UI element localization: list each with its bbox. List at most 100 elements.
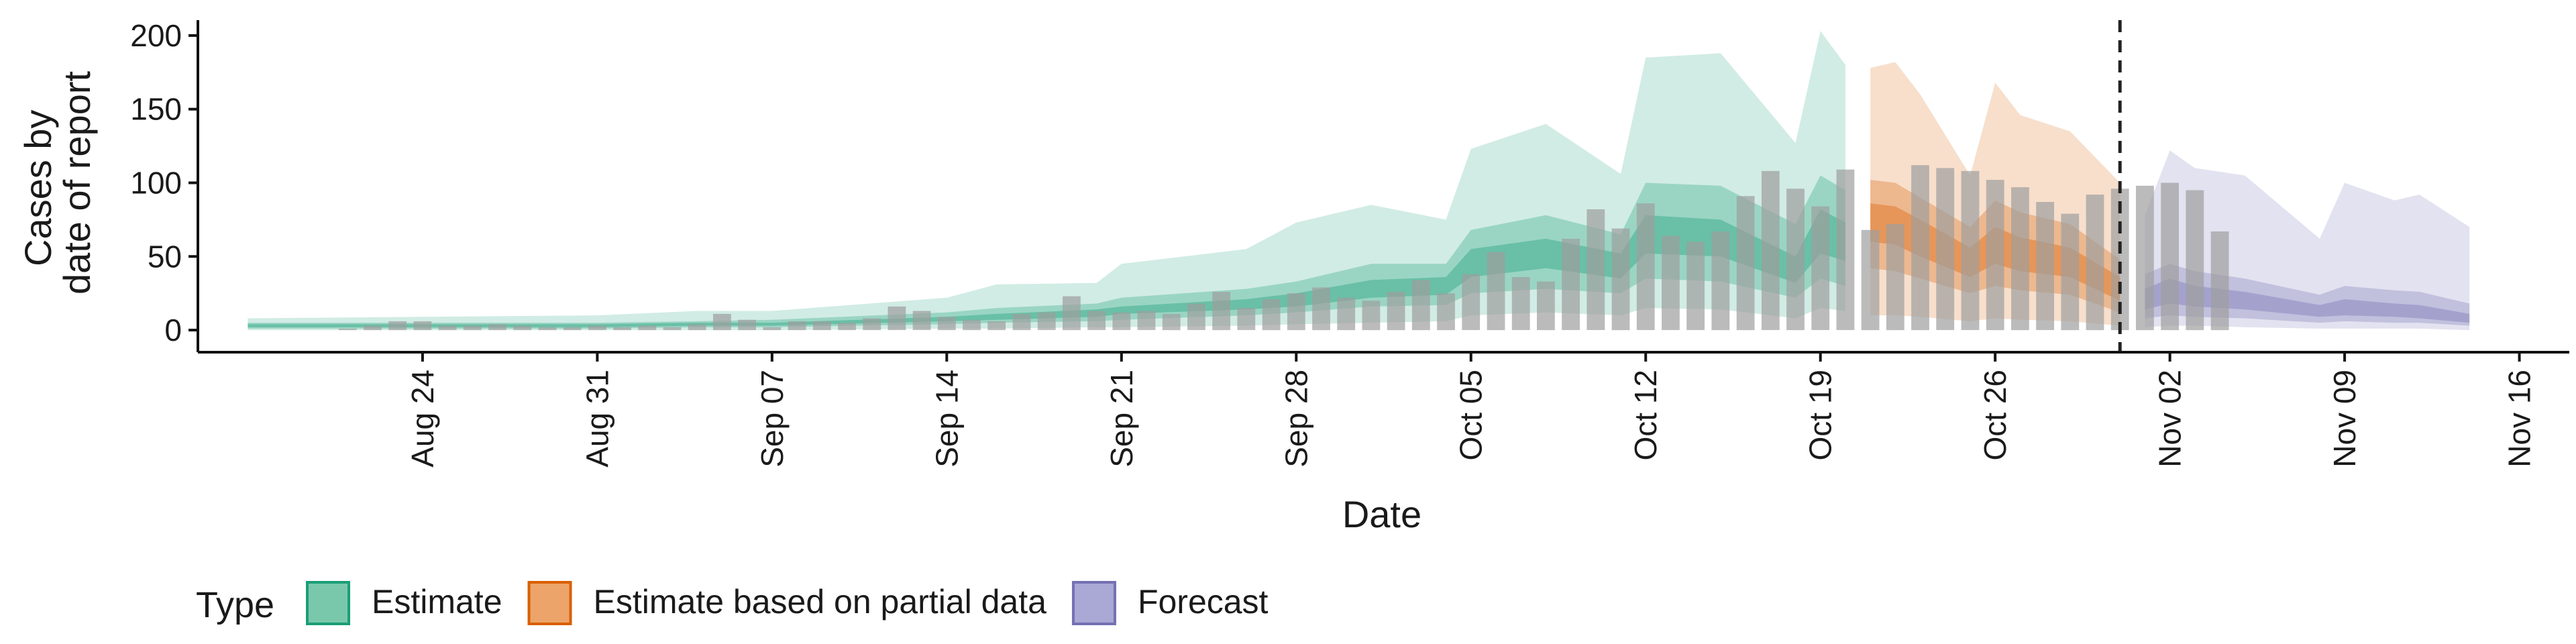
- reported-case-bar: [2161, 182, 2179, 331]
- reported-case-bar: [688, 324, 706, 331]
- x-axis-ticks: Aug 24 Aug 31 Sep 07 Sep 14 Sep 21 Sep 28 Oct …: [405, 352, 2537, 468]
- y-tick-label: 200: [130, 18, 182, 53]
- plot-area: 0 50 100 150 200 Aug 24 Aug 31 Sep 07 Sep 14 Sep…: [130, 18, 2569, 468]
- x-tick-label: Sep 07: [755, 370, 790, 468]
- x-tick-label: Aug 24: [405, 370, 440, 468]
- reported-case-bar: [1312, 287, 1330, 331]
- reported-case-bar: [1662, 235, 1680, 330]
- reported-case-bar: [1137, 311, 1156, 330]
- reported-case-bar: [513, 325, 532, 331]
- x-tick-label: Sep 28: [1279, 370, 1313, 468]
- reported-case-bar: [1786, 189, 1805, 331]
- x-tick-label: Oct 12: [1628, 370, 1663, 461]
- reported-case-bar: [1587, 209, 1605, 330]
- reported-case-bar: [1537, 281, 1555, 331]
- estimate-band-20: [248, 209, 1845, 327]
- legend-label-forecast: Forecast: [1138, 583, 1269, 621]
- reported-case-bar: [1487, 252, 1505, 331]
- reported-case-bar: [1162, 313, 1181, 331]
- y-tick-label: 100: [130, 166, 182, 201]
- reported-case-bar: [1237, 308, 1256, 330]
- y-axis-ticks: 0 50 100 150 200: [130, 18, 198, 347]
- legend-swatch-estimate: [306, 581, 350, 625]
- y-axis-title: Cases by date of report: [17, 71, 98, 295]
- reported-case-bar: [2186, 190, 2204, 331]
- reported-case-bar: [2036, 202, 2054, 330]
- reported-case-bar: [1337, 297, 1356, 331]
- reported-case-bar: [713, 313, 731, 331]
- reported-case-bar: [2136, 185, 2154, 331]
- reported-case-bar: [364, 325, 382, 331]
- legend-label-estimate: Estimate: [372, 583, 502, 621]
- reported-case-bar: [2210, 231, 2229, 331]
- y-axis-title-line-1: Cases by: [17, 110, 59, 266]
- reported-case-bar: [1811, 206, 1830, 330]
- forecast-band-20: [2145, 278, 2470, 323]
- reported-case-bar: [1861, 229, 1880, 331]
- reported-case-bar: [1511, 277, 1530, 330]
- reported-case-bar: [1736, 196, 1755, 331]
- reported-case-bar: [838, 323, 856, 331]
- reported-case-bar: [937, 317, 956, 331]
- reported-case-bar: [963, 319, 981, 331]
- reported-case-bar: [1287, 293, 1305, 331]
- reported-case-bar: [1212, 292, 1230, 331]
- reported-case-bar: [987, 321, 1006, 331]
- reported-case-bar: [738, 319, 756, 331]
- legend-label-estimate-based-on-partial-data: Estimate based on partial data: [594, 583, 1047, 621]
- y-tick-label: 0: [164, 313, 182, 347]
- reported-case-bar: [1387, 292, 1405, 331]
- reported-case-bar: [1187, 303, 1205, 330]
- reported-case-bar: [1711, 231, 1730, 331]
- reported-case-bar: [888, 306, 906, 330]
- x-tick-label: Nov 09: [2327, 370, 2362, 468]
- x-tick-label: Sep 14: [929, 370, 964, 468]
- reported-case-bar: [563, 327, 582, 331]
- reported-case-bar: [1112, 312, 1131, 330]
- reported-case-bar: [1411, 280, 1430, 331]
- reported-case-bar: [1961, 170, 1980, 330]
- reported-case-bar: [1836, 169, 1855, 330]
- reported-case-bar: [2011, 187, 2029, 331]
- reported-case-bar: [1986, 180, 2004, 331]
- reported-case-bar: [1611, 228, 1630, 331]
- reported-case-bar: [1636, 203, 1655, 330]
- reported-case-bar: [413, 321, 432, 331]
- reported-case-bar: [1037, 312, 1056, 330]
- reported-case-bar: [338, 328, 357, 331]
- reported-case-bar: [538, 327, 557, 331]
- estimate-band-50: [248, 175, 1845, 329]
- reported-case-bar: [1761, 170, 1780, 330]
- reported-case-bar: [1562, 238, 1580, 330]
- reported-case-bar: [613, 327, 631, 331]
- reported-case-bar: [1936, 168, 1955, 330]
- reported-case-bar: [1686, 241, 1705, 330]
- x-tick-label: Sep 21: [1104, 370, 1139, 468]
- x-tick-label: Nov 02: [2153, 370, 2188, 468]
- reported-case-bar: [1462, 274, 1481, 330]
- reported-case-bar: [488, 324, 506, 331]
- reported-case-bar: [638, 325, 657, 331]
- reported-case-bar: [1437, 293, 1455, 331]
- reported-cases-bars: [338, 165, 2229, 331]
- reported-case-bar: [1063, 296, 1081, 331]
- legend-swatch-estimate-based-on-partial-data: [527, 581, 572, 625]
- reported-case-bar: [663, 327, 682, 331]
- reported-case-bar: [1262, 299, 1281, 331]
- estimate-band-90: [248, 31, 1845, 331]
- reported-case-bar: [788, 321, 806, 331]
- x-axis-title: Date: [1342, 493, 1421, 535]
- y-tick-label: 50: [148, 239, 182, 274]
- x-tick-label: Oct 26: [1978, 370, 2012, 461]
- reported-case-bar: [1087, 311, 1106, 330]
- reported-case-bar: [463, 325, 482, 331]
- reported-case-bar: [2061, 213, 2080, 331]
- y-tick-label: 150: [130, 92, 182, 127]
- legend-title: Type: [196, 585, 274, 625]
- reported-case-bar: [2086, 195, 2104, 331]
- x-tick-label: Oct 05: [1454, 370, 1489, 461]
- reported-case-bar: [438, 325, 457, 331]
- reported-case-bar: [912, 311, 931, 330]
- y-axis-title-line-2: date of report: [56, 71, 98, 295]
